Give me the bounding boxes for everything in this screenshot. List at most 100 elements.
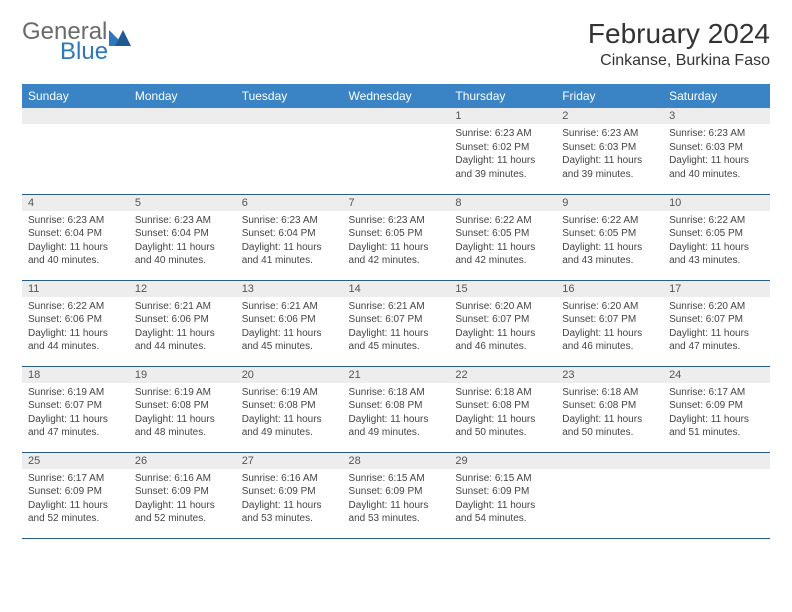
weekday-header: Monday [129,84,236,108]
day-details: Sunrise: 6:18 AMSunset: 6:08 PMDaylight:… [343,383,450,444]
day-details: Sunrise: 6:19 AMSunset: 6:08 PMDaylight:… [236,383,343,444]
calendar-day-cell: 27Sunrise: 6:16 AMSunset: 6:09 PMDayligh… [236,452,343,538]
day-number: 13 [236,281,343,297]
title-block: February 2024 Cinkanse, Burkina Faso [588,18,770,70]
weekday-header-row: SundayMondayTuesdayWednesdayThursdayFrid… [22,84,770,108]
calendar-week-row: 25Sunrise: 6:17 AMSunset: 6:09 PMDayligh… [22,452,770,538]
day-number: 12 [129,281,236,297]
day-number: 22 [449,367,556,383]
calendar-day-cell: 26Sunrise: 6:16 AMSunset: 6:09 PMDayligh… [129,452,236,538]
calendar-day-cell: 8Sunrise: 6:22 AMSunset: 6:05 PMDaylight… [449,194,556,280]
day-number: 7 [343,195,450,211]
calendar-day-cell: 9Sunrise: 6:22 AMSunset: 6:05 PMDaylight… [556,194,663,280]
day-details: Sunrise: 6:22 AMSunset: 6:05 PMDaylight:… [663,211,770,272]
day-number-empty [236,108,343,124]
day-details: Sunrise: 6:18 AMSunset: 6:08 PMDaylight:… [556,383,663,444]
calendar-day-cell: 2Sunrise: 6:23 AMSunset: 6:03 PMDaylight… [556,108,663,194]
day-number: 2 [556,108,663,124]
weekday-header: Tuesday [236,84,343,108]
day-details: Sunrise: 6:19 AMSunset: 6:07 PMDaylight:… [22,383,129,444]
calendar-day-cell [22,108,129,194]
calendar-day-cell: 16Sunrise: 6:20 AMSunset: 6:07 PMDayligh… [556,280,663,366]
calendar-week-row: 4Sunrise: 6:23 AMSunset: 6:04 PMDaylight… [22,194,770,280]
calendar-day-cell: 23Sunrise: 6:18 AMSunset: 6:08 PMDayligh… [556,366,663,452]
day-number: 1 [449,108,556,124]
calendar-day-cell [343,108,450,194]
day-number: 18 [22,367,129,383]
calendar-day-cell: 1Sunrise: 6:23 AMSunset: 6:02 PMDaylight… [449,108,556,194]
day-details: Sunrise: 6:23 AMSunset: 6:04 PMDaylight:… [236,211,343,272]
calendar-table: SundayMondayTuesdayWednesdayThursdayFrid… [22,84,770,539]
day-number: 23 [556,367,663,383]
day-details: Sunrise: 6:17 AMSunset: 6:09 PMDaylight:… [663,383,770,444]
day-number-empty [663,453,770,469]
day-details: Sunrise: 6:23 AMSunset: 6:04 PMDaylight:… [22,211,129,272]
calendar-day-cell: 20Sunrise: 6:19 AMSunset: 6:08 PMDayligh… [236,366,343,452]
calendar-day-cell: 4Sunrise: 6:23 AMSunset: 6:04 PMDaylight… [22,194,129,280]
calendar-day-cell: 13Sunrise: 6:21 AMSunset: 6:06 PMDayligh… [236,280,343,366]
day-number: 3 [663,108,770,124]
calendar-day-cell: 29Sunrise: 6:15 AMSunset: 6:09 PMDayligh… [449,452,556,538]
day-details: Sunrise: 6:23 AMSunset: 6:04 PMDaylight:… [129,211,236,272]
calendar-day-cell: 7Sunrise: 6:23 AMSunset: 6:05 PMDaylight… [343,194,450,280]
calendar-day-cell: 10Sunrise: 6:22 AMSunset: 6:05 PMDayligh… [663,194,770,280]
calendar-day-cell [236,108,343,194]
day-details: Sunrise: 6:22 AMSunset: 6:05 PMDaylight:… [556,211,663,272]
calendar-day-cell [663,452,770,538]
calendar-day-cell: 18Sunrise: 6:19 AMSunset: 6:07 PMDayligh… [22,366,129,452]
day-number-empty [556,453,663,469]
calendar-week-row: 18Sunrise: 6:19 AMSunset: 6:07 PMDayligh… [22,366,770,452]
calendar-day-cell: 19Sunrise: 6:19 AMSunset: 6:08 PMDayligh… [129,366,236,452]
day-details: Sunrise: 6:20 AMSunset: 6:07 PMDaylight:… [556,297,663,358]
day-details: Sunrise: 6:23 AMSunset: 6:05 PMDaylight:… [343,211,450,272]
calendar-week-row: 11Sunrise: 6:22 AMSunset: 6:06 PMDayligh… [22,280,770,366]
day-details: Sunrise: 6:23 AMSunset: 6:03 PMDaylight:… [556,124,663,185]
day-number-empty [129,108,236,124]
day-number-empty [22,108,129,124]
calendar-week-row: 1Sunrise: 6:23 AMSunset: 6:02 PMDaylight… [22,108,770,194]
day-number: 4 [22,195,129,211]
day-details: Sunrise: 6:22 AMSunset: 6:05 PMDaylight:… [449,211,556,272]
logo: GeneralBlue [22,18,131,66]
weekday-header: Thursday [449,84,556,108]
calendar-day-cell: 21Sunrise: 6:18 AMSunset: 6:08 PMDayligh… [343,366,450,452]
calendar-day-cell: 15Sunrise: 6:20 AMSunset: 6:07 PMDayligh… [449,280,556,366]
calendar-day-cell: 17Sunrise: 6:20 AMSunset: 6:07 PMDayligh… [663,280,770,366]
day-details: Sunrise: 6:23 AMSunset: 6:02 PMDaylight:… [449,124,556,185]
calendar-day-cell: 25Sunrise: 6:17 AMSunset: 6:09 PMDayligh… [22,452,129,538]
day-number: 9 [556,195,663,211]
weekday-header: Wednesday [343,84,450,108]
calendar-day-cell: 6Sunrise: 6:23 AMSunset: 6:04 PMDaylight… [236,194,343,280]
calendar-day-cell: 12Sunrise: 6:21 AMSunset: 6:06 PMDayligh… [129,280,236,366]
day-number: 20 [236,367,343,383]
calendar-day-cell: 11Sunrise: 6:22 AMSunset: 6:06 PMDayligh… [22,280,129,366]
day-number: 15 [449,281,556,297]
day-details: Sunrise: 6:16 AMSunset: 6:09 PMDaylight:… [236,469,343,530]
weekday-header: Friday [556,84,663,108]
header: GeneralBlue February 2024 Cinkanse, Burk… [22,18,770,70]
day-details: Sunrise: 6:19 AMSunset: 6:08 PMDaylight:… [129,383,236,444]
day-details: Sunrise: 6:23 AMSunset: 6:03 PMDaylight:… [663,124,770,185]
day-number: 6 [236,195,343,211]
day-details: Sunrise: 6:15 AMSunset: 6:09 PMDaylight:… [343,469,450,530]
calendar-day-cell: 14Sunrise: 6:21 AMSunset: 6:07 PMDayligh… [343,280,450,366]
day-number: 17 [663,281,770,297]
day-number: 16 [556,281,663,297]
day-number: 24 [663,367,770,383]
location: Cinkanse, Burkina Faso [588,52,770,70]
day-number: 14 [343,281,450,297]
day-details: Sunrise: 6:21 AMSunset: 6:06 PMDaylight:… [129,297,236,358]
day-number: 25 [22,453,129,469]
day-details: Sunrise: 6:18 AMSunset: 6:08 PMDaylight:… [449,383,556,444]
day-details: Sunrise: 6:20 AMSunset: 6:07 PMDaylight:… [449,297,556,358]
month-title: February 2024 [588,18,770,50]
logo-text-blue: Blue [60,38,108,66]
day-number: 29 [449,453,556,469]
day-number: 5 [129,195,236,211]
day-details: Sunrise: 6:22 AMSunset: 6:06 PMDaylight:… [22,297,129,358]
weekday-header: Saturday [663,84,770,108]
day-details: Sunrise: 6:21 AMSunset: 6:06 PMDaylight:… [236,297,343,358]
calendar-day-cell [556,452,663,538]
weekday-header: Sunday [22,84,129,108]
calendar-day-cell: 24Sunrise: 6:17 AMSunset: 6:09 PMDayligh… [663,366,770,452]
